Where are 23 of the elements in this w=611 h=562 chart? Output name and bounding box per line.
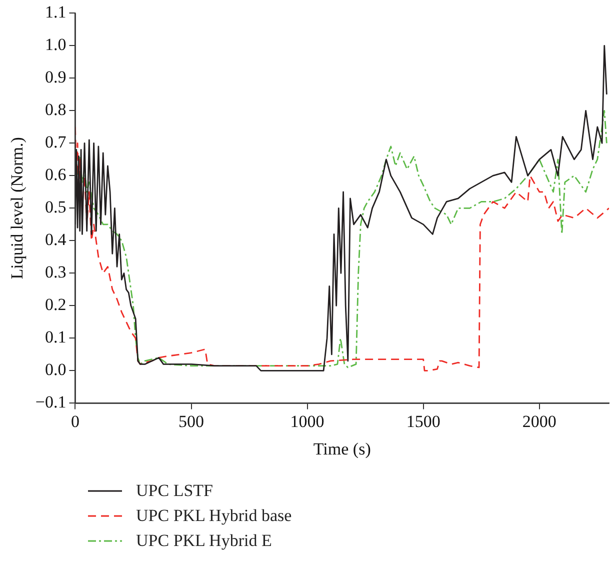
y-tick-label: 0.1 — [44, 328, 66, 347]
y-tick-label: 1.0 — [44, 35, 66, 54]
y-tick-label: 0.7 — [44, 132, 67, 152]
x-axis-title: Time (s) — [313, 439, 371, 458]
x-tick-label: 0 — [70, 412, 80, 431]
y-tick-label: 0.8 — [44, 100, 66, 120]
y-tick-label: −0.1 — [35, 392, 66, 412]
x-tick-label: 1500 — [406, 412, 440, 431]
x-tick-label: 1000 — [290, 412, 324, 431]
y-tick-label: 0.4 — [44, 230, 67, 250]
y-tick-label: 0.5 — [44, 198, 66, 217]
legend-label: UPC PKL Hybrid E — [136, 530, 272, 550]
y-tick-label: 0.0 — [44, 360, 66, 380]
y-tick-label: 0.2 — [44, 295, 66, 314]
y-tick-label: 0.9 — [44, 68, 66, 87]
x-tick-label: 2000 — [522, 412, 556, 431]
y-tick-label: 1.1 — [44, 2, 66, 22]
y-axis-title: Liquid level (Norm.) — [8, 137, 27, 280]
legend-label: UPC LSTF — [136, 480, 213, 500]
legend-label: UPC PKL Hybrid base — [136, 506, 292, 526]
x-tick-label: 500 — [178, 412, 204, 431]
y-tick-label: 0.6 — [44, 165, 66, 184]
y-tick-label: 0.3 — [44, 262, 66, 282]
